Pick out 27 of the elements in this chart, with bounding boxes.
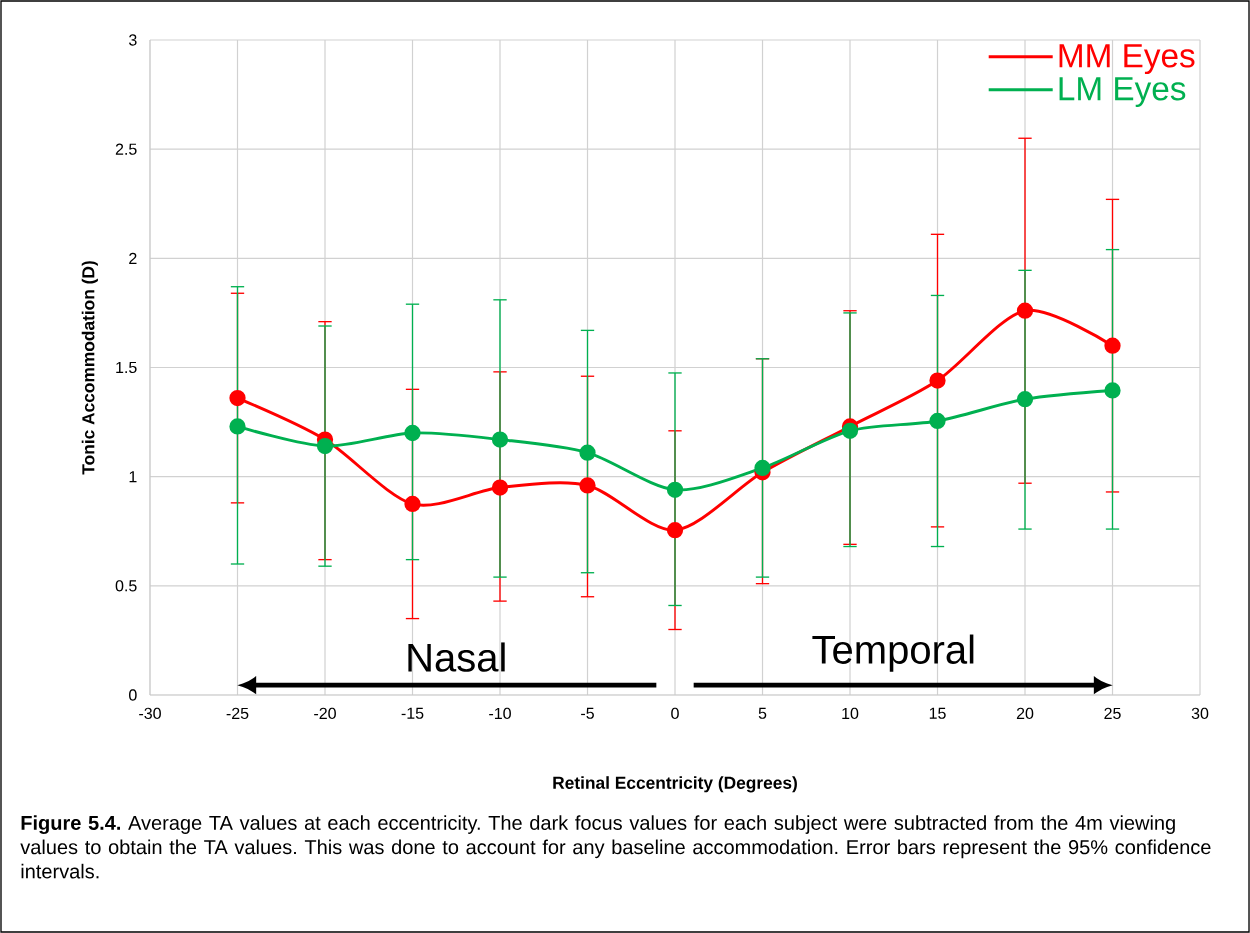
annotation: Temporal <box>812 634 974 672</box>
x-tick-label: 5 <box>758 707 767 719</box>
x-tick-label: -20 <box>314 707 336 720</box>
x-tick-label: 10 <box>842 707 859 720</box>
y-tick-label: 3 <box>129 34 137 46</box>
x-tick-label: 25 <box>1104 707 1121 720</box>
x-tick-label: 15 <box>929 707 946 719</box>
y-tick-label: 1 <box>129 471 137 483</box>
x-tick-label: -5 <box>581 707 594 719</box>
x-tick-label: -25 <box>226 707 249 720</box>
y-tick-label: 1.5 <box>116 361 137 374</box>
legend-label: LM Eyes <box>1059 77 1186 108</box>
legend-label: MM Eyes <box>1059 44 1195 75</box>
y-tick-label: 2.5 <box>115 143 137 155</box>
x-tick-label: -30 <box>139 707 161 720</box>
y-tick-label: 0.5 <box>115 580 137 592</box>
x-tick-label: -15 <box>401 707 424 719</box>
x-tick-label: 20 <box>1016 707 1034 720</box>
y-tick-label: 2 <box>129 252 137 264</box>
annotation: Nasal <box>408 642 505 672</box>
y-axis-title: Tonic Accommodation (D) <box>81 261 98 475</box>
x-tick-label: -10 <box>489 707 511 720</box>
text: Figure 5.4. Average TA values at each eccentricity. The dark focus values for each subject were subtracted from the 4m viewing values to obtain the TA values. This was done to account for any baseline accommodation. Error bars represent the 95% confidence intervals. <box>20 815 1211 879</box>
y-tick-label: 0 <box>129 689 137 701</box>
x-tick-label: 0 <box>671 707 679 720</box>
x-tick-label: 30 <box>1191 707 1209 720</box>
x-axis-title: Retinal Eccentricity (Degrees) <box>553 776 797 793</box>
